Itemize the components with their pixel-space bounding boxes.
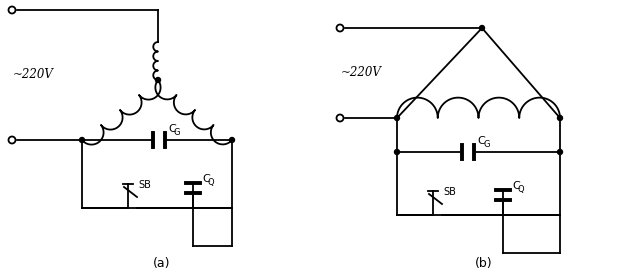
Text: C: C [477,136,484,146]
Text: (a): (a) [153,257,171,269]
Circle shape [79,138,84,143]
Circle shape [337,24,344,31]
Circle shape [557,115,563,120]
Circle shape [557,150,563,155]
Text: ~220V: ~220V [341,66,382,80]
Circle shape [8,6,15,14]
Text: SB: SB [443,187,456,197]
Text: ~220V: ~220V [13,68,54,81]
Text: C: C [202,174,210,184]
Text: C: C [512,181,520,191]
Circle shape [230,138,234,143]
Text: SB: SB [138,180,151,190]
Text: C: C [168,124,176,134]
Circle shape [479,26,484,31]
Text: (b): (b) [475,257,492,269]
Circle shape [394,115,399,120]
Text: Q: Q [208,178,214,187]
Circle shape [337,115,344,121]
Circle shape [394,150,399,155]
Text: G: G [483,140,490,149]
Circle shape [8,136,15,143]
Text: G: G [174,128,180,137]
Text: Q: Q [518,185,525,194]
Circle shape [156,78,161,83]
